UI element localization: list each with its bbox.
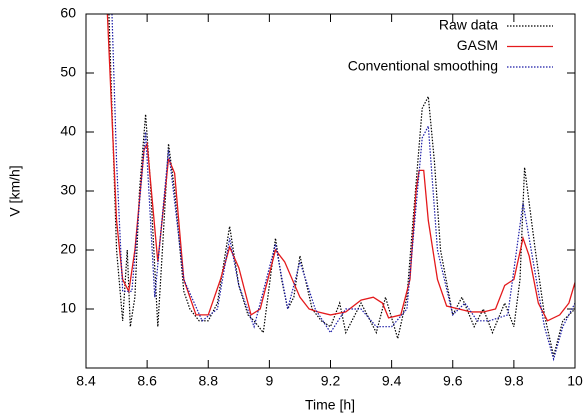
legend-label: GASM	[457, 37, 498, 53]
x-tick-label: 9.8	[504, 373, 524, 389]
x-tick-label: 9.6	[443, 373, 463, 389]
series-line	[106, 14, 575, 322]
series-line	[111, 14, 575, 362]
series-line	[108, 14, 575, 357]
plot-frame	[85, 13, 576, 369]
legend-label: Conventional smoothing	[348, 58, 498, 74]
y-tick-label: 60	[60, 5, 76, 21]
y-axis-title: V [km/h]	[7, 165, 23, 216]
x-tick-label: 8.4	[76, 373, 96, 389]
x-tick-label: 8.8	[199, 373, 219, 389]
y-tick-label: 50	[60, 64, 76, 80]
x-tick-label: 9.4	[382, 373, 402, 389]
x-tick-label: 9	[265, 373, 273, 389]
y-tick-label: 20	[60, 241, 76, 257]
y-tick-label: 30	[60, 182, 76, 198]
legend-label: Raw data	[439, 17, 498, 33]
y-tick-label: 40	[60, 123, 76, 139]
x-tick-label: 9.2	[321, 373, 341, 389]
y-tick-label: 10	[60, 300, 76, 316]
x-tick-label: 8.6	[137, 373, 157, 389]
x-axis-title: Time [h]	[305, 397, 355, 413]
x-tick-label: 10	[567, 373, 583, 389]
